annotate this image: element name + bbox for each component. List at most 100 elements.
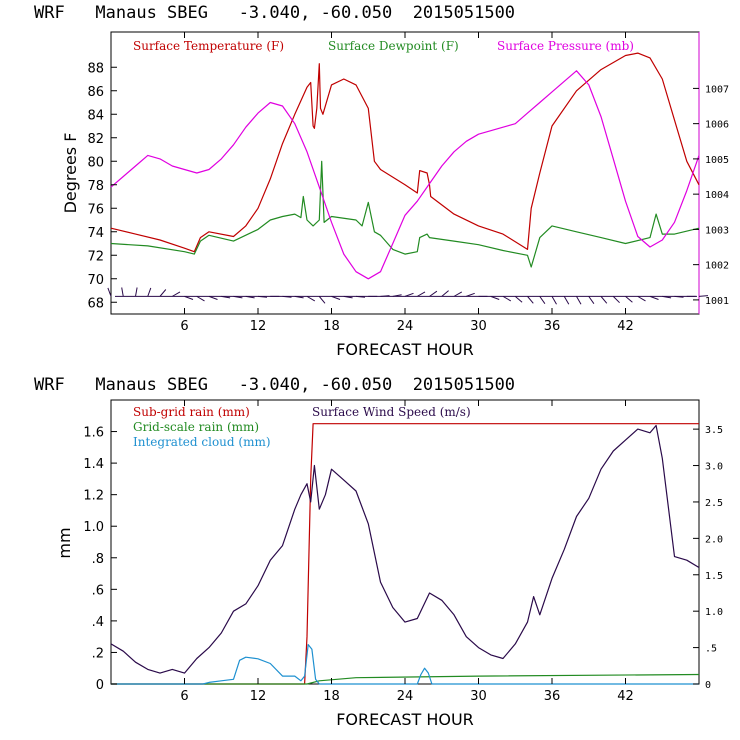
- bottom-axes: 6 12 18 24 30 36 42 0 .2 .4 .6 .8 1.0 1.2 1.4 1.6 0 .5 1.0…: [83, 400, 723, 704]
- legend-integrated-cloud: Integrated cloud (mm): [133, 435, 271, 449]
- wind-barb: [466, 292, 475, 297]
- wind-barb: [539, 296, 546, 304]
- wind-barb: [159, 289, 167, 297]
- top-chart-title: WRF Manaus SBEG -3.040, -60.050 20150515…: [34, 3, 515, 23]
- top-y2-tick-label: 1007: [705, 84, 729, 95]
- wind-barb: [612, 296, 620, 304]
- wind-barb: [649, 295, 659, 300]
- top-y-tick-label: 88: [87, 61, 104, 76]
- wind-barb: [208, 295, 218, 300]
- bottom-y-tick-label: 1.4: [83, 457, 104, 472]
- top-x-tick-label: 42: [617, 319, 634, 334]
- top-x-tick-label: 24: [397, 319, 414, 334]
- bottom-legend: Sub-grid rain (mm) Surface Wind Speed (m…: [133, 405, 471, 449]
- wind-barb: [551, 296, 557, 305]
- bottom-y2-tick-label: 3.0: [705, 462, 723, 473]
- wind-barb: [527, 296, 534, 304]
- top-y2-tick-label: 1006: [705, 120, 729, 131]
- top-x-tick-label: 12: [250, 319, 267, 334]
- wind-barb: [355, 295, 366, 298]
- legend-surface-dewpoint: Surface Dewpoint (F): [328, 39, 459, 53]
- wind-barb: [576, 296, 582, 305]
- wind-barb: [233, 295, 243, 299]
- top-x-tick-label: 6: [180, 319, 188, 334]
- top-y-tick-label: 86: [87, 85, 104, 100]
- wind-barb: [441, 290, 449, 297]
- rain-wind-panel: WRF Manaus SBEG -3.040, -60.050 20150515…: [34, 375, 723, 729]
- wind-barb: [588, 296, 595, 304]
- top-x-axis-label: FORECAST HOUR: [336, 340, 474, 359]
- legend-grid-scale-rain: Grid-scale rain (mm): [133, 420, 259, 434]
- top-y-tick-label: 70: [87, 273, 104, 288]
- bottom-x-tick-label: 18: [323, 689, 340, 704]
- wind-barb: [380, 295, 390, 297]
- wind-barb: [662, 295, 672, 299]
- bottom-chart-title: WRF Manaus SBEG -3.040, -60.050 20150515…: [34, 375, 515, 395]
- wind-barb: [331, 295, 341, 300]
- top-y-tick-label: 74: [87, 226, 104, 241]
- wind-barb: [453, 291, 463, 297]
- bottom-y-tick-label: 1.0: [83, 520, 104, 535]
- top-y2-tick-label: 1005: [705, 155, 729, 166]
- legend-surface-wind-speed: Surface Wind Speed (m/s): [312, 405, 471, 419]
- wind-barb: [429, 290, 438, 297]
- top-x-tick-label: 36: [544, 319, 561, 334]
- bottom-y-tick-label: 1.6: [83, 426, 104, 441]
- wind-barb: [147, 287, 152, 297]
- bottom-x-axis-label: FORECAST HOUR: [336, 710, 474, 729]
- wind-barb: [257, 295, 268, 298]
- top-y2-tick-label: 1001: [705, 296, 729, 307]
- wind-barb: [282, 295, 292, 298]
- bottom-x-tick-label: 12: [250, 689, 267, 704]
- bottom-series-surface-wind-speed-m-s: [110, 424, 700, 674]
- top-y2-tick-label: 1004: [705, 190, 729, 201]
- bottom-x-tick-label: 36: [544, 689, 561, 704]
- top-y-tick-label: 82: [87, 132, 104, 147]
- wind-barb: [490, 295, 500, 300]
- top-y-tick-label: 80: [87, 155, 104, 170]
- wind-barb: [184, 295, 194, 300]
- wind-barb: [416, 291, 426, 297]
- wind-barb: [245, 295, 255, 299]
- wind-barb: [121, 287, 124, 297]
- bottom-y-tick-label: 1.2: [83, 489, 104, 504]
- temperature-pressure-panel: WRF Manaus SBEG -3.040, -60.050 20150515…: [34, 3, 729, 359]
- bottom-y-tick-label: .8: [92, 552, 104, 567]
- wind-barb: [196, 295, 205, 302]
- bottom-y-tick-label: .6: [92, 583, 104, 598]
- wind-barb: [318, 296, 326, 304]
- wind-barb: [502, 295, 512, 302]
- bottom-x-tick-label: 42: [617, 689, 634, 704]
- wind-barb: [698, 295, 709, 297]
- wind-barb: [135, 287, 138, 297]
- bottom-y2-tick-label: 0: [705, 680, 711, 691]
- bottom-series-sub-grid-rain-mm: [111, 423, 699, 685]
- top-legend: Surface Temperature (F) Surface Dewpoint…: [133, 39, 634, 53]
- wind-barb: [625, 295, 633, 303]
- top-axes: 6 12 18 24 30 36 42 68 70 72 74 76 78 80 82 84 86 88 1001 1…: [87, 32, 729, 334]
- top-y-tick-label: 68: [87, 296, 104, 311]
- bottom-y-tick-label: 0: [96, 678, 104, 693]
- legend-sub-grid-rain: Sub-grid rain (mm): [133, 405, 250, 419]
- wind-barb: [404, 292, 414, 297]
- top-series-surface-dewpoint-f: [110, 160, 700, 268]
- wind-barb: [600, 296, 608, 304]
- bottom-plot-area: [110, 423, 700, 685]
- wind-barb: [514, 295, 523, 303]
- wind-barb: [637, 295, 646, 302]
- bottom-y-axis-label: mm: [55, 527, 74, 558]
- wind-barb: [392, 294, 402, 297]
- bottom-x-tick-label: 24: [397, 689, 414, 704]
- top-y-tick-label: 72: [87, 249, 104, 264]
- top-series-surface-pressure-mb: [110, 70, 700, 280]
- bottom-y2-tick-label: 3.5: [705, 425, 723, 436]
- bottom-series-grid-scale-rain-mm: [111, 673, 700, 685]
- bottom-y2-tick-label: 1.5: [705, 571, 723, 582]
- top-y-tick-label: 78: [87, 179, 104, 194]
- wind-barb: [343, 295, 353, 299]
- wind-barb: [306, 295, 316, 302]
- wind-barb: [563, 296, 570, 305]
- bottom-y-tick-label: .4: [92, 615, 104, 630]
- top-x-tick-label: 18: [323, 319, 340, 334]
- wind-barb: [107, 287, 112, 297]
